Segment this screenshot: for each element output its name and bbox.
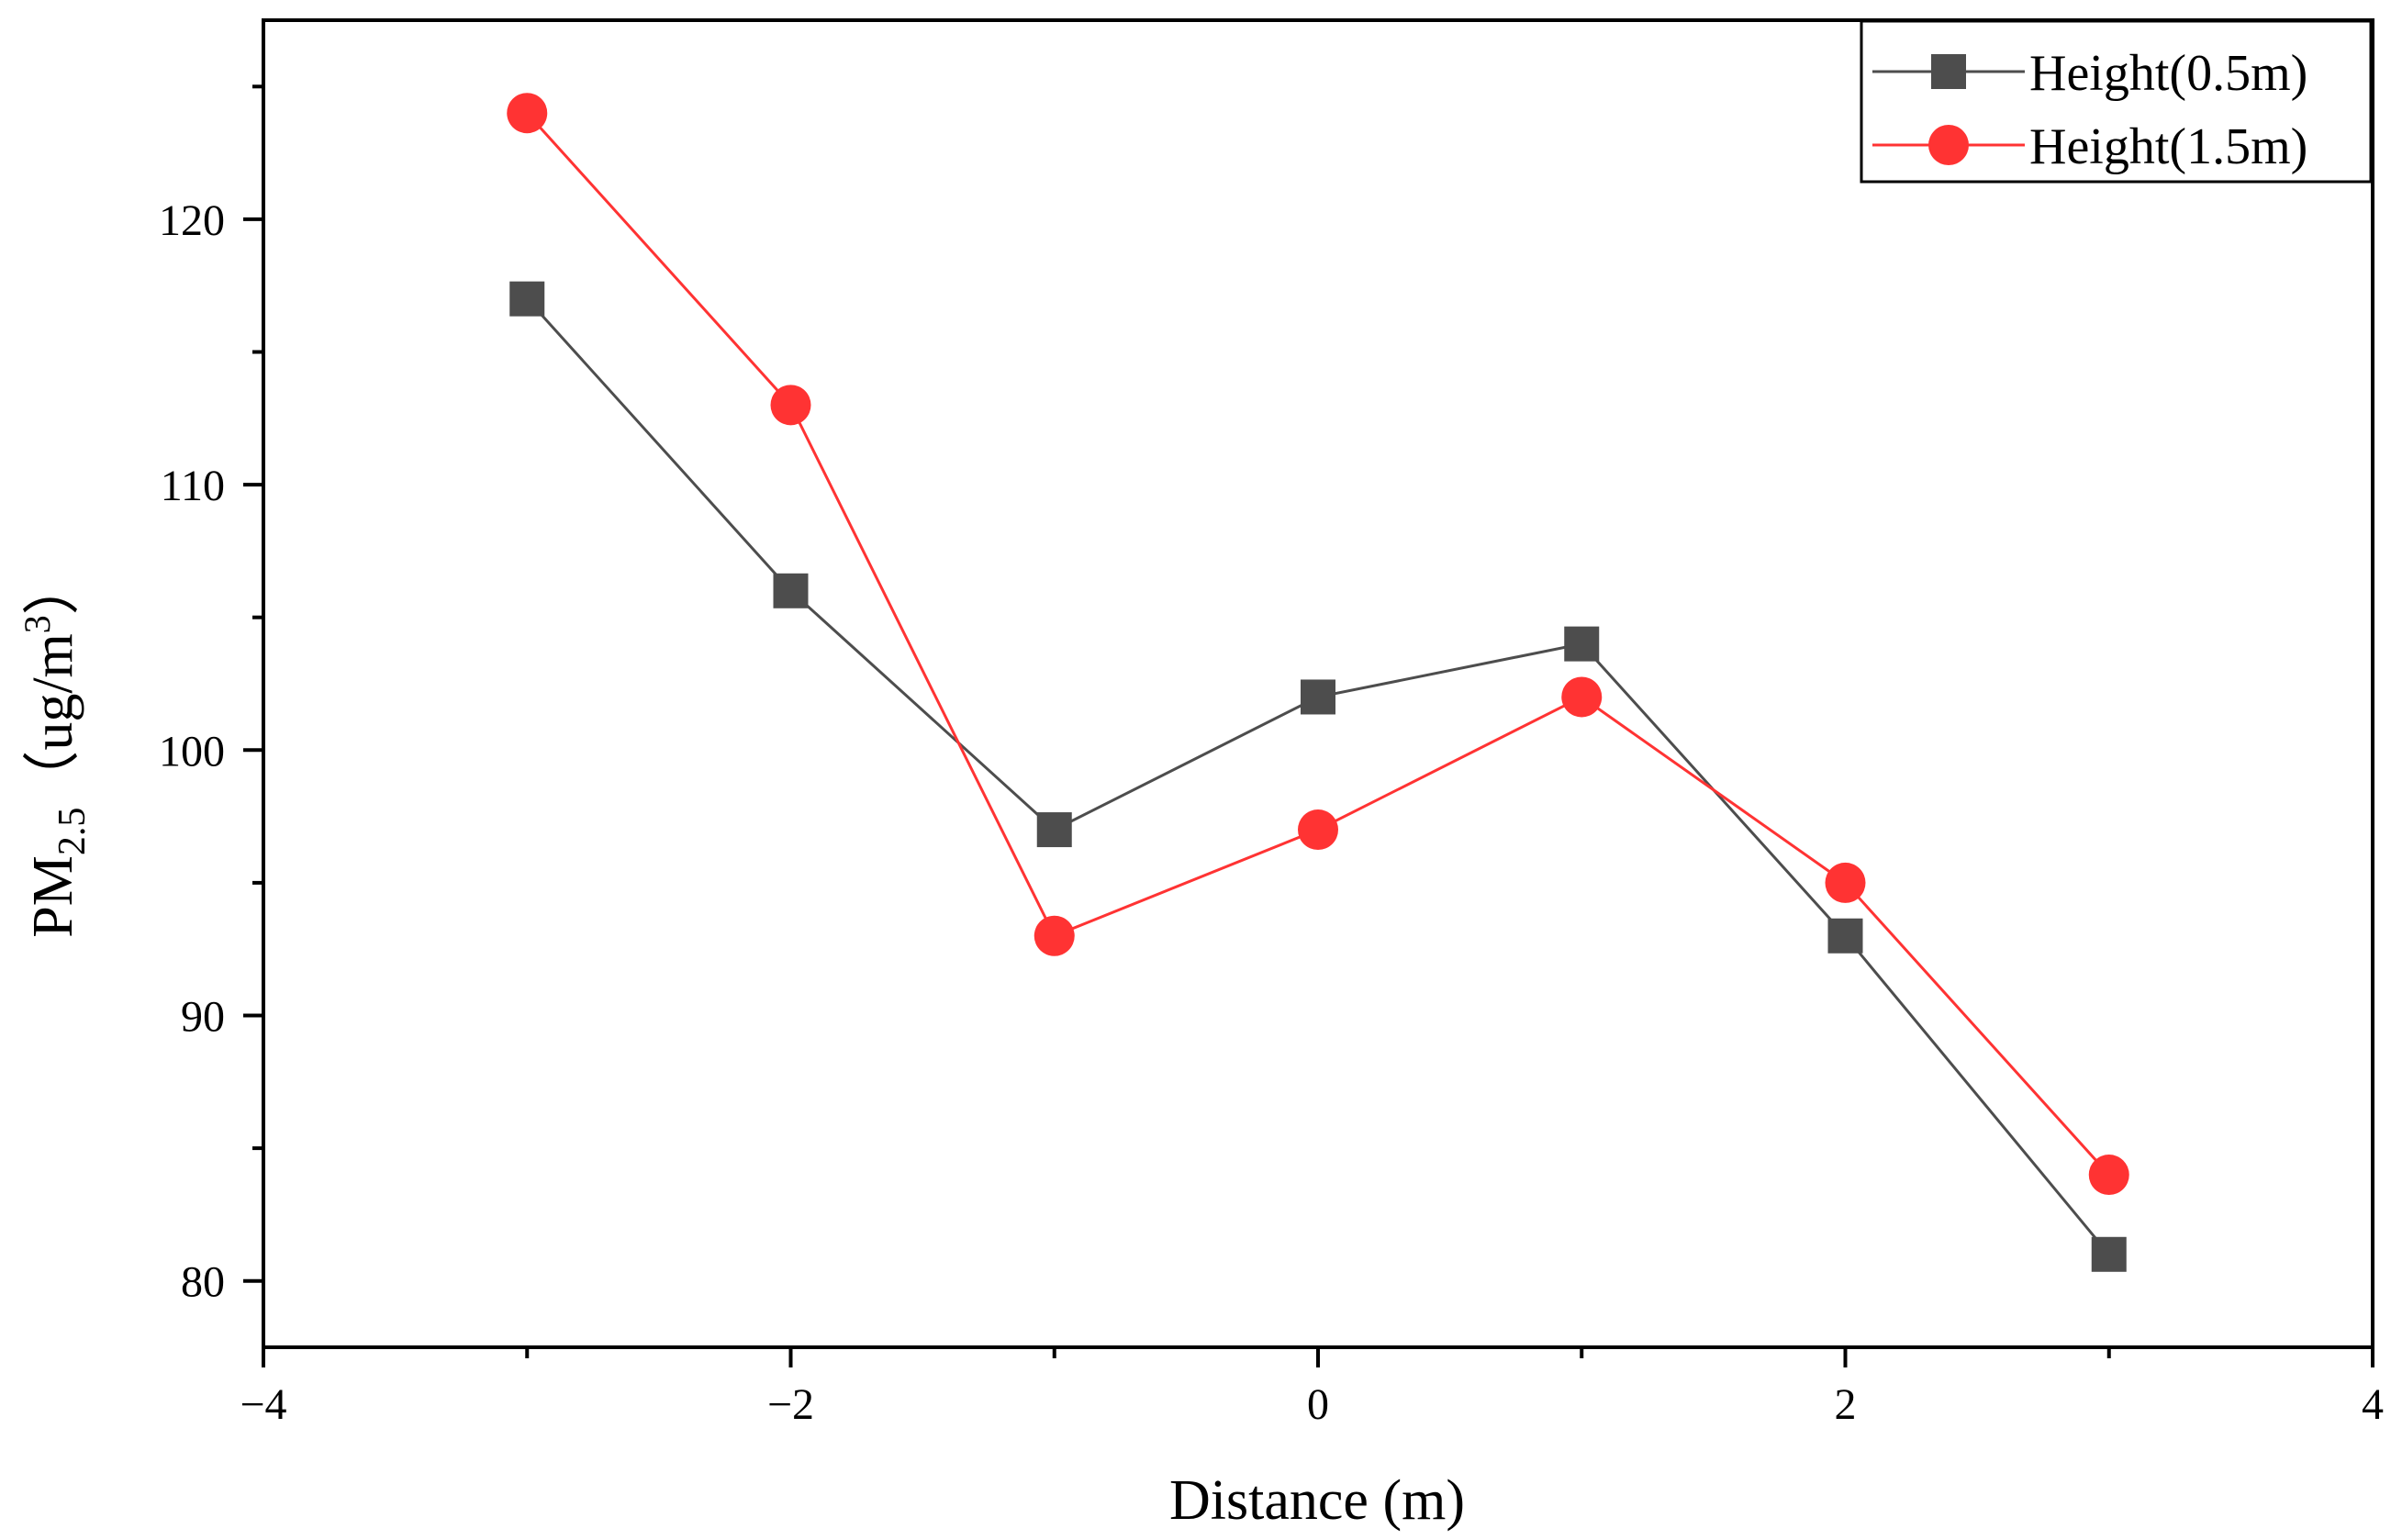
series-line <box>526 112 2110 1177</box>
legend-marker <box>1928 125 1969 165</box>
data-point <box>1561 676 1603 718</box>
y-tick-label: 80 <box>181 1258 225 1307</box>
axis-ticks: −4 −2 0 2 4 80 90 100 110 120 <box>159 84 2384 1429</box>
legend-marker <box>1931 54 1966 89</box>
data-point <box>2091 1236 2127 1272</box>
data-point <box>1301 679 1335 715</box>
y-axis-title-base: PM <box>22 855 84 938</box>
data-point <box>1298 809 1338 851</box>
x-tick-label: 0 <box>1307 1380 1329 1429</box>
legend-label: Height(0.5m) <box>2029 45 2307 102</box>
x-tick-label: 4 <box>2362 1380 2384 1429</box>
data-point <box>2088 1155 2129 1196</box>
data-point <box>770 385 811 426</box>
data-point <box>773 573 809 608</box>
data-point <box>1033 915 1075 956</box>
series-2 <box>507 93 2129 1196</box>
x-tick-label: −4 <box>240 1380 286 1429</box>
y-axis-title: PM2.5（ug/m3） <box>17 558 94 938</box>
data-point <box>1825 862 1866 903</box>
series-line <box>526 297 2110 1255</box>
y-axis-title-subscript: 2.5 <box>51 808 94 856</box>
y-axis-title-unit-close: ） <box>22 558 84 615</box>
y-tick-label: 100 <box>159 727 225 776</box>
legend: Height(0.5m) Height(1.5m) <box>1860 19 2373 184</box>
series-group <box>507 93 2129 1272</box>
legend-label: Height(1.5m) <box>2029 118 2307 175</box>
data-point <box>509 281 545 317</box>
data-point <box>1036 812 1072 848</box>
y-tick-label: 120 <box>159 196 225 245</box>
x-tick-label: 2 <box>1835 1380 1857 1429</box>
data-point <box>1564 626 1600 662</box>
y-axis-title-superscript: 3 <box>17 615 58 633</box>
data-point <box>507 93 548 134</box>
x-tick-label: −2 <box>767 1380 814 1429</box>
series-1 <box>509 281 2127 1272</box>
x-axis-title: Distance (m) <box>1169 1469 1465 1532</box>
y-axis-title-unit-open: （ug/m <box>22 633 84 807</box>
y-tick-label: 110 <box>161 462 225 510</box>
y-tick-label: 90 <box>181 993 225 1042</box>
data-point <box>1827 918 1863 954</box>
